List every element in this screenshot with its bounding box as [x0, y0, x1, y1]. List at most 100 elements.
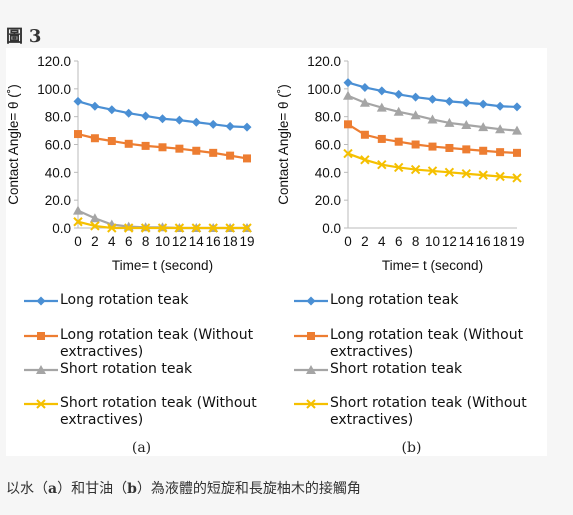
- chart-1-series-0-point: [495, 101, 505, 111]
- chart-0-series-3-point: [157, 223, 168, 233]
- chart-1-x-tick-label: 12: [442, 234, 457, 249]
- chart-1-series-2-point: [410, 110, 421, 120]
- chart-1-x-tick-label: 18: [493, 234, 508, 249]
- chart-0-series-3-point: [140, 223, 151, 233]
- chart-0-x-axis-title: Time= t (second): [112, 258, 213, 273]
- chart-1-series-0-point: [478, 99, 488, 109]
- caption-b: b: [127, 481, 137, 497]
- figure-label-prefix: 圖: [6, 27, 23, 47]
- chart-0-series-3-point-stroke-2: [191, 223, 202, 233]
- chart-0-series-0-point: [158, 114, 167, 124]
- chart-1-legend-swatch-marker: [306, 365, 316, 374]
- chart-0-series-1-point: [74, 130, 82, 139]
- chart-1-y-tick-label: 40.0: [315, 165, 341, 180]
- chart-0-x-tick-label: 0: [74, 234, 82, 249]
- chart-0-series-3-point: [123, 223, 134, 233]
- chart-0-series-0-point: [90, 101, 100, 111]
- chart-1-series-3-point: [343, 148, 353, 159]
- chart-0-legend-swatch: [24, 365, 58, 374]
- chart-0-y-tick-label: 40.0: [45, 165, 71, 180]
- chart-0-series-3-point: [90, 221, 100, 231]
- chart-0-series-1-point: [209, 148, 218, 157]
- panel-label-b: (b): [401, 440, 422, 456]
- chart-1-series-1-point: [394, 137, 403, 146]
- chart-1-x-tick-label: 10: [425, 234, 440, 249]
- chart-1-legend-label: Short rotation teak (Without extractives…: [330, 395, 527, 428]
- chart-1-series-0-point: [512, 102, 522, 112]
- chart-1-series-3: [343, 148, 522, 183]
- chart-1-series-3-point-stroke-2: [478, 170, 488, 180]
- caption-part-2: ）和甘油（: [57, 481, 128, 497]
- chart-0-series-3-point: [225, 223, 235, 233]
- chart-1-y-tick-label: 120.0: [307, 54, 341, 69]
- chart-0-x-tick-label: 8: [142, 234, 150, 249]
- chart-1-series-3-point-stroke-2: [343, 148, 353, 159]
- chart-1-y-tick-label: 100.0: [307, 82, 341, 97]
- chart-0-legend-swatch: [24, 296, 58, 306]
- chart-0-x-tick-label: 16: [206, 234, 221, 249]
- chart-1-series-3-point-stroke-2: [444, 167, 455, 178]
- chart-1-series-3-point-stroke-2: [427, 166, 438, 176]
- chart-1-series-0-point: [360, 82, 370, 92]
- chart-1-x-tick-label: 2: [361, 234, 369, 249]
- chart-1-series-3-point-stroke-2: [495, 171, 505, 182]
- chart-1-y-tick-label: 60.0: [315, 138, 341, 153]
- chart-1-series-1-point: [411, 140, 420, 149]
- chart-1-legend-label: Long rotation teak: [330, 292, 459, 308]
- chart-1-series-3-point: [360, 155, 370, 165]
- chart-0-series-0-point: [107, 105, 117, 115]
- chart-0-legend-swatch-marker: [36, 296, 46, 306]
- chart-1-series-3-point: [444, 167, 455, 178]
- chart-1-series-3-point-stroke-2: [393, 162, 404, 173]
- chart-1-series-0-point: [343, 78, 353, 88]
- chart-1-series-1-point: [513, 148, 521, 157]
- chart-0-y-tick-label: 80.0: [45, 110, 71, 125]
- chart-0-x-tick-label: 14: [189, 234, 205, 249]
- chart-1-x-tick-label: 4: [378, 234, 386, 249]
- chart-0-series-3-point-stroke-2: [174, 223, 185, 233]
- chart-0-series-0-point: [191, 117, 201, 127]
- chart-b-svg: 0.0 20.0 40.0 60.0 80.0 100.0 120.0 0 2 4 6 8 10 12 14…: [276, 54, 525, 273]
- chart-1-series-0-point: [461, 98, 471, 108]
- chart-0-series-0-point: [208, 119, 218, 129]
- chart-0-y-tick-label: 60.0: [45, 138, 71, 153]
- chart-0-series-3-point-stroke-2: [225, 223, 235, 233]
- chart-1-series-3-point-stroke-2: [377, 159, 387, 170]
- chart-0-series-3-point: [208, 223, 218, 233]
- chart-1-x-tick-label: 6: [395, 234, 403, 249]
- chart-1-series-0-point: [444, 96, 454, 106]
- chart-1-series-2-point: [495, 124, 506, 134]
- chart-1-legend-swatch-marker: [306, 296, 316, 306]
- chart-0-series-2-point: [89, 213, 100, 223]
- chart-1-series-1-point: [360, 130, 369, 139]
- chart-0-series-3-point-stroke-2: [157, 223, 168, 233]
- chart-1-series-3-point: [512, 173, 522, 183]
- chart-1-legend-label: Long rotation teak (Without extractives): [330, 327, 524, 360]
- chart-0-x-tick-label: 2: [91, 234, 99, 249]
- chart-0-legend-swatch-marker: [36, 365, 46, 374]
- chart-0-legend-swatch: [24, 399, 58, 409]
- chart-0-legend-swatch-marker: [36, 399, 46, 409]
- chart-1-legend-swatch-marker: [306, 399, 316, 409]
- chart-1-x-tick-label: 19: [509, 234, 524, 249]
- chart-1-series-2-point: [444, 117, 455, 127]
- chart-0-x-tick-label: 19: [239, 234, 254, 249]
- chart-1-series-1-point: [496, 148, 505, 157]
- chart-1-series-2-point: [461, 120, 472, 130]
- chart-0-series-3-point-stroke-2: [90, 221, 100, 231]
- chart-1-legend-swatch: [294, 332, 328, 340]
- chart-1-x-axis-title: Time= t (second): [382, 258, 483, 273]
- chart-1-series-1-point: [428, 142, 437, 151]
- chart-0-y-tick-label: 20.0: [45, 193, 71, 208]
- chart-0-y-tick-label: 100.0: [37, 82, 71, 97]
- chart-1-legend-swatch-marker-stroke-2: [306, 399, 316, 409]
- chart-0-series-3-point: [73, 217, 83, 227]
- chart-0-y-axis-title: Contact Angle= θ (˚): [6, 84, 21, 204]
- chart-0-series-3-point-stroke-2: [242, 223, 252, 233]
- chart-0-legend-swatch-marker-stroke-2: [36, 399, 46, 409]
- chart-1-series-3-point: [478, 170, 488, 180]
- chart-1-series-2-point: [359, 97, 370, 107]
- chart-0-x-tick-label: 18: [223, 234, 238, 249]
- chart-0-y-tick-label: 0.0: [52, 221, 71, 236]
- figure-label-number: 3: [28, 26, 42, 47]
